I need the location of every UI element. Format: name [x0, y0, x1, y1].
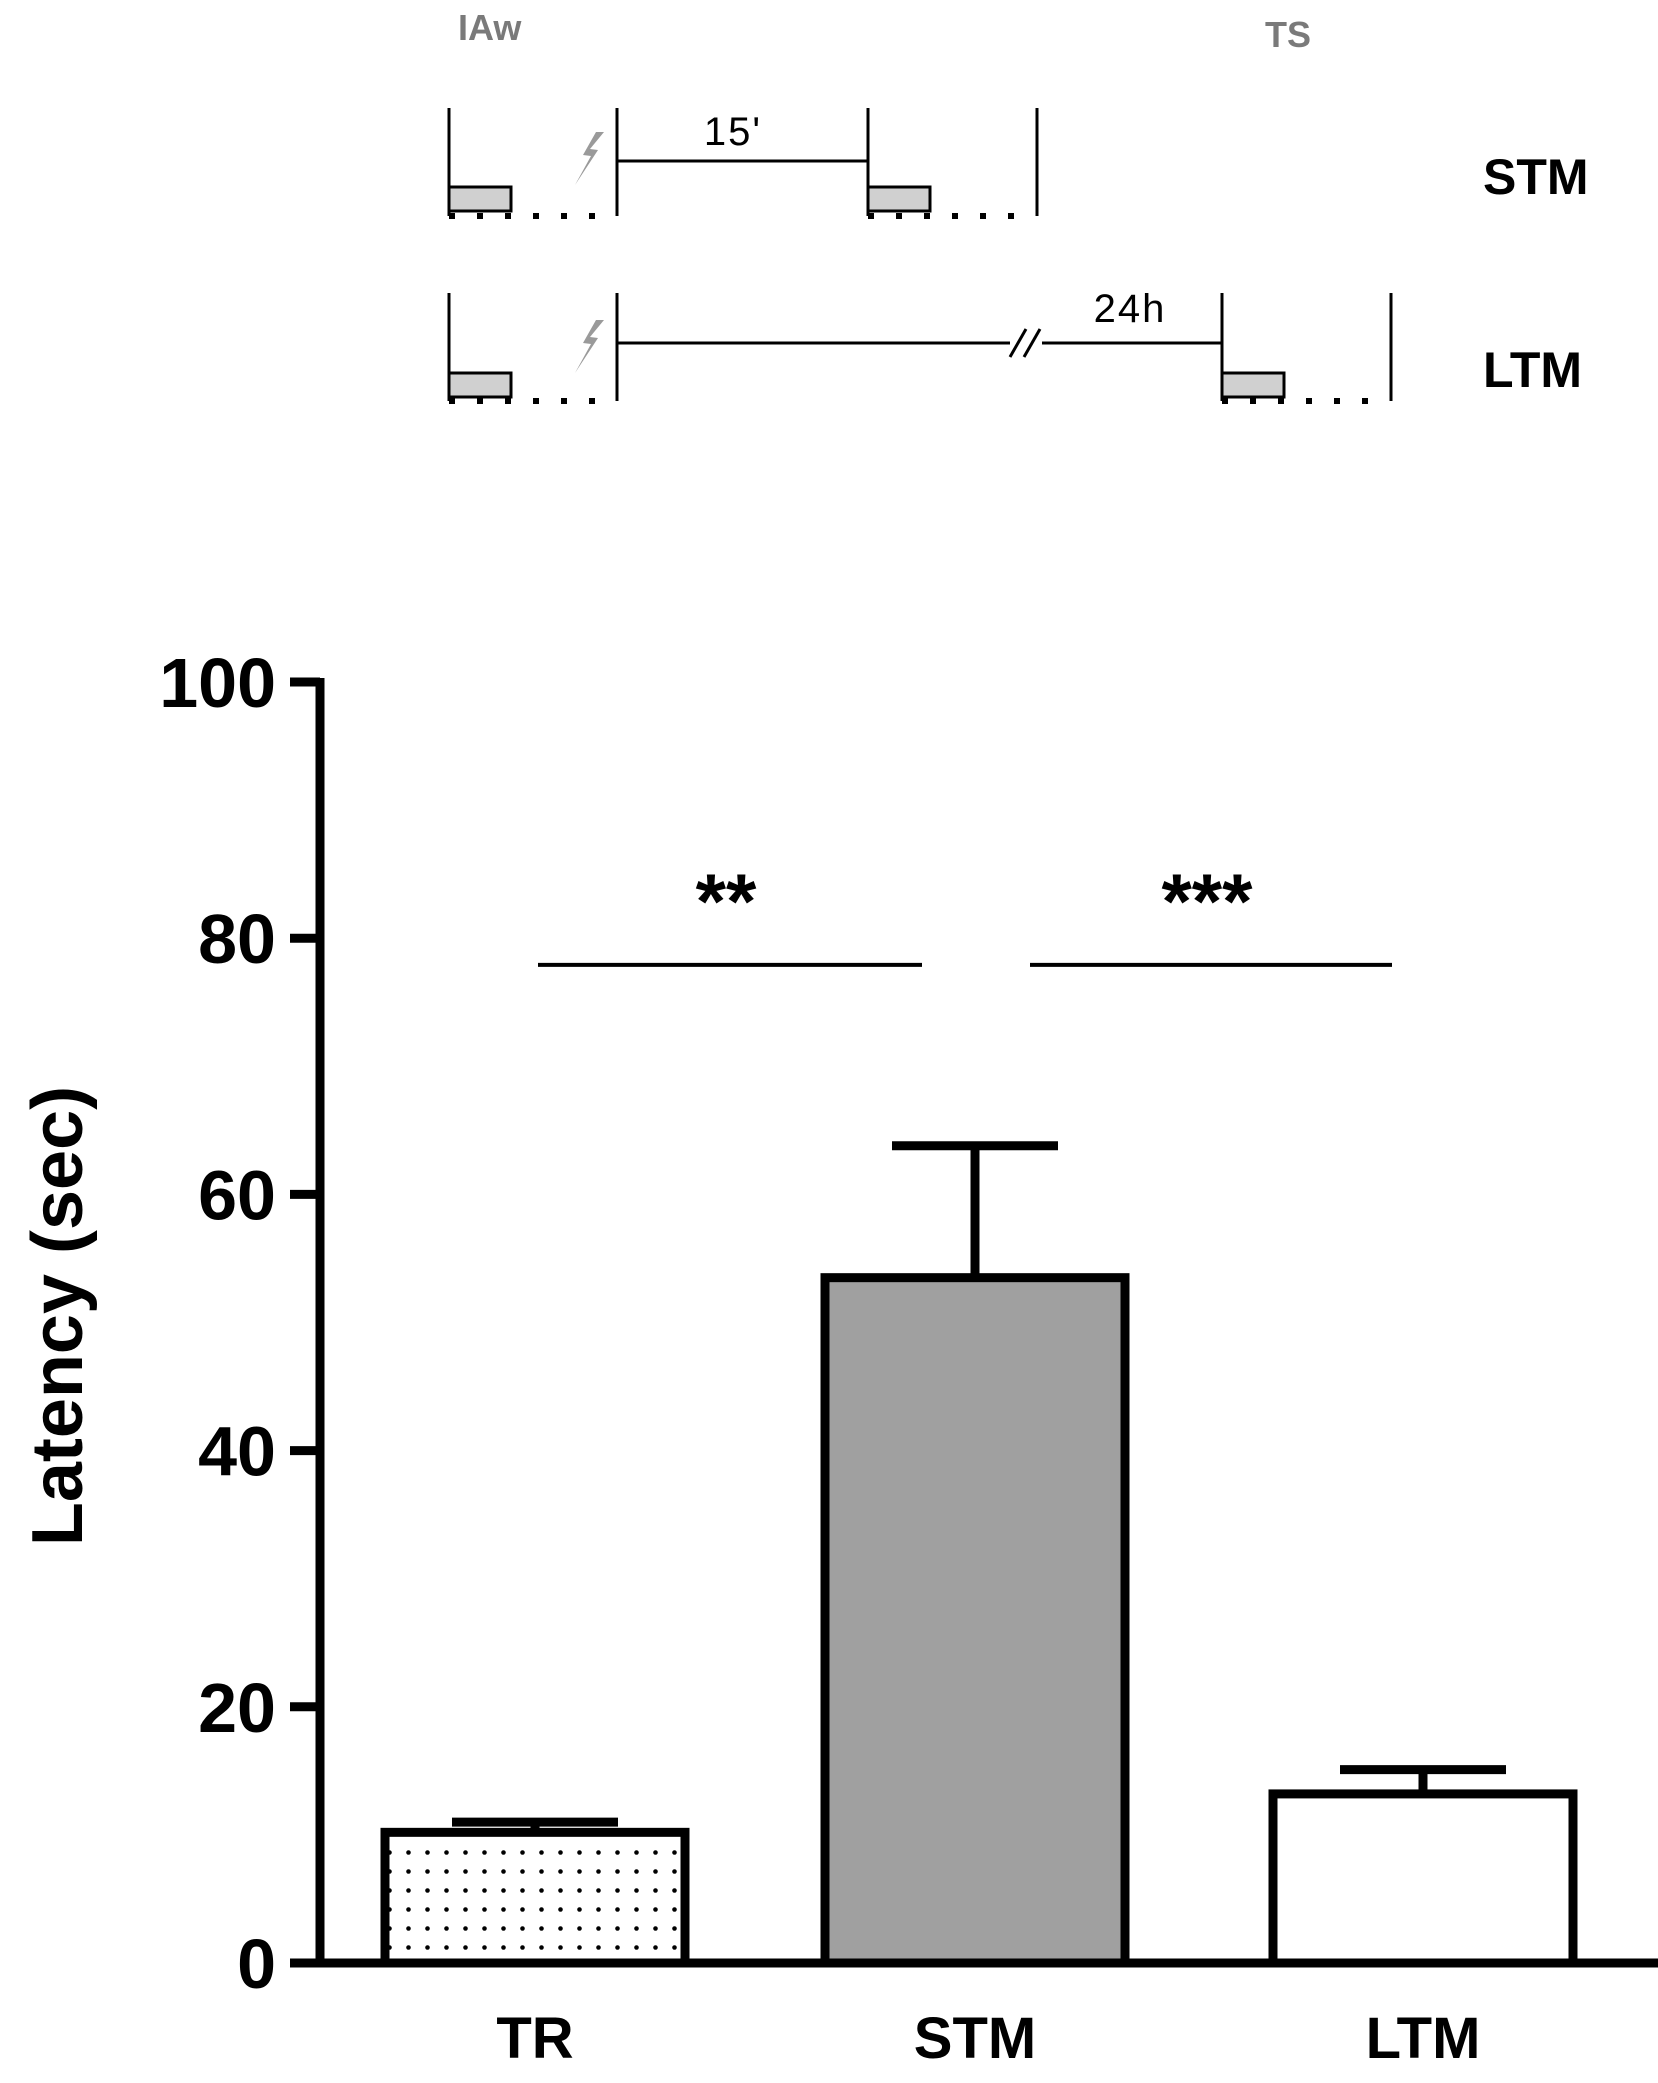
- y-tick-label: 60: [198, 1156, 276, 1234]
- shock-icon: [575, 320, 604, 373]
- y-tick-label: 40: [198, 1413, 276, 1491]
- y-axis-label: Latency (sec): [18, 1086, 98, 1546]
- protocol-schematic: IAw TS 15' STM 24h: [447, 7, 1589, 404]
- significance-label: ***: [1161, 857, 1253, 945]
- training-session-label: IAw: [458, 7, 522, 48]
- x-tick-label: TR: [496, 2006, 573, 2071]
- row-label-stm: STM: [1483, 149, 1589, 205]
- row-label-ltm: LTM: [1483, 342, 1582, 398]
- axis-break-mark: [1008, 328, 1028, 358]
- y-tick-label: 80: [198, 900, 276, 978]
- x-tick-label: LTM: [1366, 2006, 1481, 2071]
- bar-ltm: [1268, 1789, 1578, 1968]
- protocol-row-stm: 15' STM: [447, 108, 1589, 219]
- y-tick-label: 20: [198, 1669, 276, 1747]
- significance-label: **: [696, 857, 757, 945]
- interval-label-stm: 15': [704, 110, 762, 154]
- y-tick-label: 0: [237, 1925, 276, 2003]
- bar-stm: [820, 1273, 1130, 1968]
- y-tick-label: 100: [159, 644, 276, 722]
- interval-label-ltm: 24h: [1094, 287, 1167, 331]
- bar-tr: [380, 1827, 690, 1968]
- shock-icon: [575, 132, 604, 185]
- protocol-row-ltm: 24h LTM: [447, 287, 1582, 404]
- test-session-label: TS: [1265, 14, 1311, 55]
- x-tick-label: STM: [914, 2006, 1036, 2071]
